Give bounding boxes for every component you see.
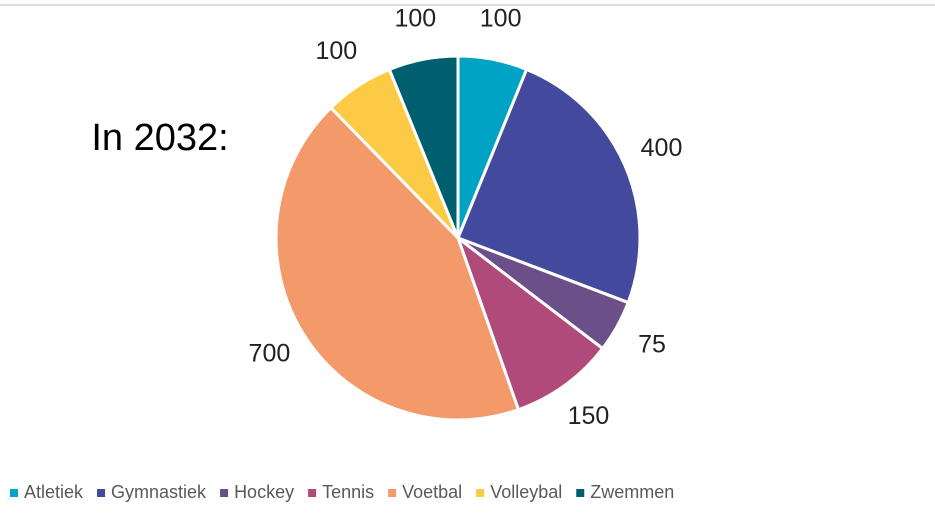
legend-label: Hockey — [234, 482, 294, 502]
pie-slice — [454, 233, 605, 412]
legend-label: Voetbal — [402, 482, 462, 502]
annotation: In 2032: — [91, 117, 228, 159]
pie-slice — [274, 105, 521, 422]
legend-swatch — [97, 489, 106, 497]
legend-label: Atletiek — [24, 482, 84, 502]
legend-label: Tennis — [322, 482, 374, 502]
legend-swatch — [220, 489, 229, 497]
data-label: 150 — [568, 402, 610, 430]
legend-label: Gymnastiek — [111, 482, 207, 502]
pie-slice — [456, 67, 642, 305]
legend-swatch — [10, 489, 18, 497]
legend-swatch — [476, 489, 485, 497]
data-label: 100 — [394, 5, 436, 33]
data-label: 100 — [480, 5, 522, 33]
legend-label: Volleybal — [490, 482, 562, 502]
legend-label: Zwemmen — [590, 482, 674, 502]
legend-swatch — [308, 489, 317, 497]
legend-swatch — [576, 489, 585, 497]
pie-slice — [387, 54, 460, 239]
data-label: 700 — [249, 340, 291, 368]
data-label: 75 — [638, 330, 666, 358]
data-label: 400 — [641, 134, 683, 162]
data-label: 100 — [315, 37, 357, 65]
legend-swatch — [388, 489, 397, 497]
